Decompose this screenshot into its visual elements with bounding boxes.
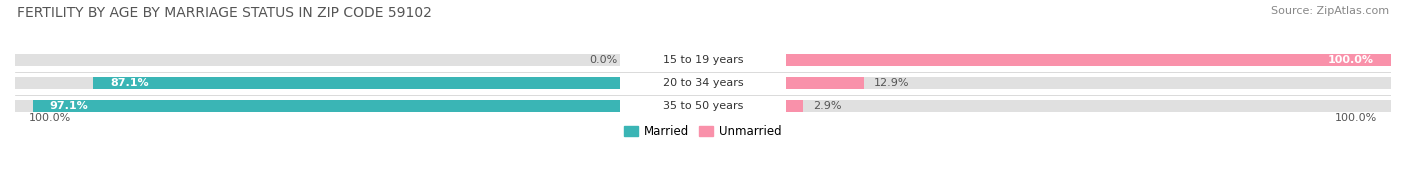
Text: FERTILITY BY AGE BY MARRIAGE STATUS IN ZIP CODE 59102: FERTILITY BY AGE BY MARRIAGE STATUS IN Z… [17, 6, 432, 20]
Bar [93, 77, 620, 89]
Text: 15 to 19 years: 15 to 19 years [662, 55, 744, 65]
Bar [786, 54, 1391, 66]
Text: 12.9%: 12.9% [875, 78, 910, 88]
Bar [15, 100, 620, 112]
Text: 97.1%: 97.1% [49, 101, 89, 111]
Bar [15, 54, 620, 66]
Text: 35 to 50 years: 35 to 50 years [662, 101, 744, 111]
Legend: Married, Unmarried: Married, Unmarried [620, 120, 786, 142]
Bar [32, 100, 620, 112]
Text: 2.9%: 2.9% [814, 101, 842, 111]
Bar [786, 77, 1391, 89]
Text: 20 to 34 years: 20 to 34 years [662, 78, 744, 88]
Bar [786, 54, 1391, 66]
Bar [786, 100, 1391, 112]
Text: 100.0%: 100.0% [1327, 55, 1374, 65]
Bar [15, 77, 620, 89]
Text: 87.1%: 87.1% [110, 78, 149, 88]
Text: 0.0%: 0.0% [589, 55, 617, 65]
Text: Source: ZipAtlas.com: Source: ZipAtlas.com [1271, 6, 1389, 16]
Text: 100.0%: 100.0% [1334, 113, 1378, 123]
Bar [786, 100, 803, 112]
Text: 100.0%: 100.0% [28, 113, 72, 123]
Bar [786, 77, 863, 89]
